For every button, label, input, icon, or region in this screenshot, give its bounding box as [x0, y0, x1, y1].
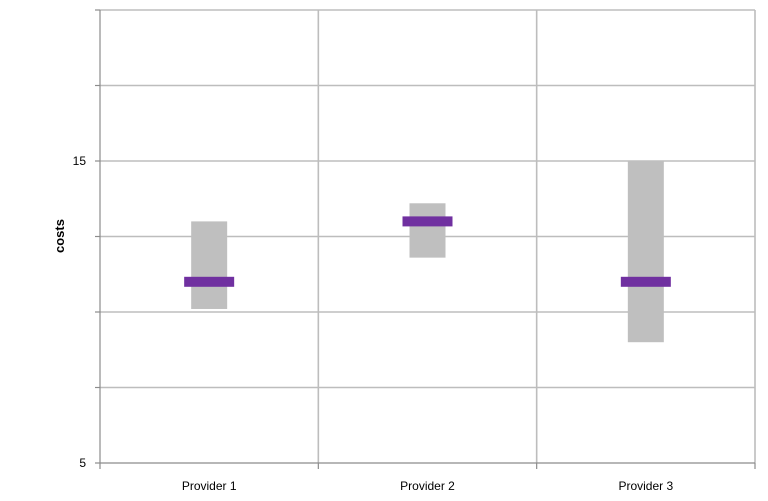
median-marker — [402, 216, 453, 227]
x-category-label: Provider 1 — [182, 479, 237, 493]
median-marker — [620, 276, 671, 287]
axes — [95, 9, 756, 469]
range-bar — [191, 221, 228, 309]
median-markers — [184, 216, 671, 287]
range-bar — [627, 161, 664, 343]
x-category-label: Provider 2 — [400, 479, 455, 493]
range-bar — [409, 203, 446, 258]
x-category-label: Provider 3 — [618, 479, 673, 493]
y-tick-label: 5 — [79, 456, 86, 470]
range-bars — [191, 161, 664, 343]
y-tick-label: 15 — [73, 154, 87, 168]
y-axis-title: costs — [52, 219, 67, 253]
median-marker — [184, 276, 235, 287]
axis-labels: 5 15 Provider 1 Provider 2 Provider 3 — [73, 154, 674, 493]
